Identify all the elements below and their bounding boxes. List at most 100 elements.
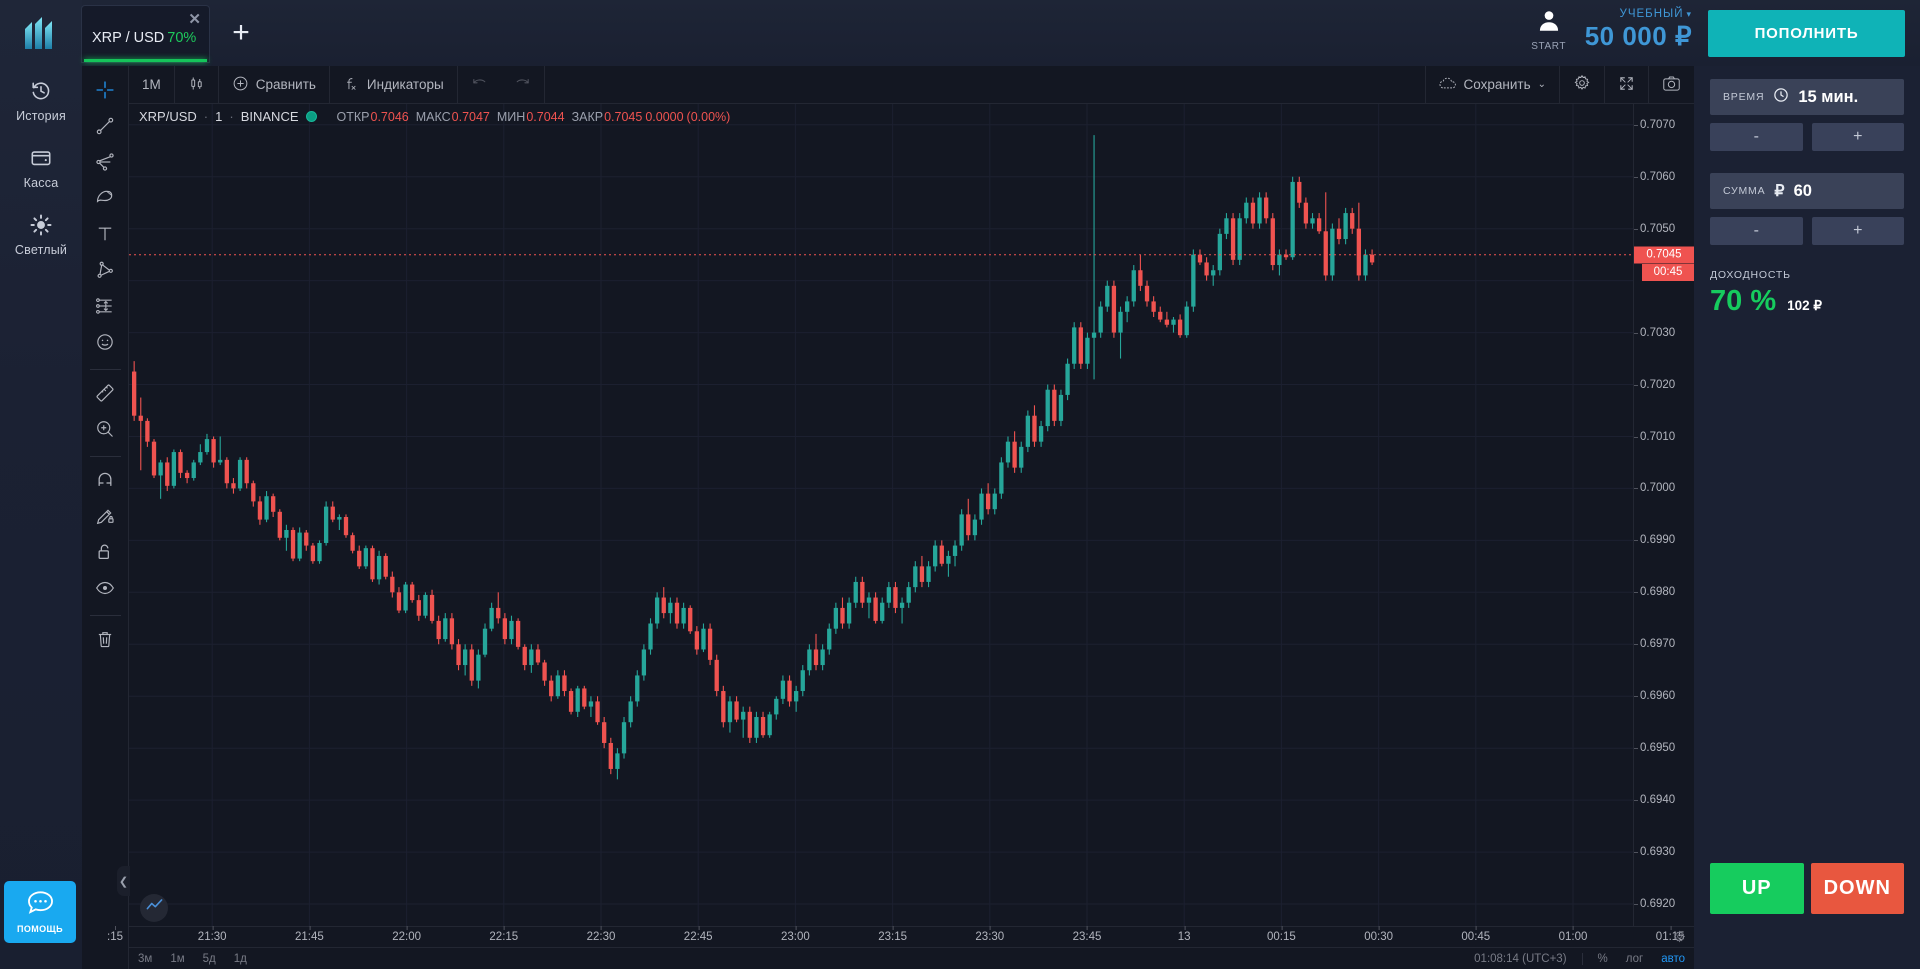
fullscreen-button[interactable] [1605, 66, 1648, 104]
legend-exchange: BINANCE [240, 109, 299, 124]
avatar[interactable]: START [1527, 8, 1571, 52]
expiry-time-increase[interactable]: + [1811, 123, 1904, 151]
interval-selector[interactable]: 1М [142, 77, 161, 92]
time-scale[interactable]: 01:15 01:00 00:45 00:30 00:15 13 23:45 23:30 23:… [107, 926, 1694, 948]
trendline-icon [95, 116, 115, 141]
price-tick: 0.7000 [1633, 482, 1676, 495]
scale-log-toggle[interactable]: лог [1625, 952, 1644, 965]
time-tick: :15 [107, 926, 123, 943]
expiry-time-field[interactable]: ВРЕМЯ 15 мин. [1710, 79, 1904, 115]
sidebar-item-label: Светлый [14, 243, 68, 257]
sidebar-item-theme[interactable]: Светлый [0, 200, 82, 267]
price-scale[interactable]: 0.7070 0.7060 0.7050 0.7030 0.7020 0.7010 0.70… [1633, 104, 1694, 930]
time-tick: 01:00 [1558, 926, 1588, 943]
legend-symbol: XRP/USD [139, 109, 197, 124]
tool-gann-fan[interactable] [82, 254, 129, 290]
payout-label: ДОХОДНОСТЬ [1710, 269, 1791, 281]
range-1m[interactable]: 1м [170, 952, 185, 965]
trade-panel: ВРЕМЯ 15 мин. - + СУММА ₽ 60 - + ДОХОДНО… [1694, 66, 1920, 969]
fullscreen-icon [1618, 75, 1635, 95]
help-label: ПОМОЩЬ [16, 924, 63, 934]
tool-magnet[interactable] [82, 464, 129, 500]
compare-label: Сравнить [255, 77, 316, 92]
tool-draw-mode[interactable] [82, 500, 129, 536]
tool-remove-all[interactable] [82, 623, 129, 659]
tool-text[interactable] [82, 218, 129, 254]
time-tick: 23:45 [1072, 926, 1102, 943]
add-asset-button[interactable]: + [232, 16, 250, 49]
history-icon [30, 80, 52, 102]
save-layout-button[interactable]: Сохранить ⌄ [1426, 66, 1559, 104]
deposit-button[interactable]: ПОПОЛНИТЬ [1708, 10, 1905, 57]
toolbar-divider [89, 456, 121, 457]
tool-long-position[interactable] [82, 290, 129, 326]
tool-trendline[interactable] [82, 110, 129, 146]
compare-button[interactable]: Сравнить [219, 66, 329, 104]
asset-tab-label: XRP / USD 70% [92, 30, 196, 46]
amount-decrease[interactable]: - [1710, 217, 1803, 245]
close-icon[interactable]: ✕ [188, 11, 201, 28]
range-3m[interactable]: 3м [138, 952, 153, 965]
price-tick: 0.6930 [1633, 846, 1676, 859]
chart-settings-button[interactable] [1560, 66, 1604, 104]
range-5d[interactable]: 5д [202, 952, 216, 965]
trade-down-button[interactable]: DOWN [1810, 863, 1904, 914]
tool-lock[interactable] [82, 536, 129, 572]
toolbar-divider [456, 65, 458, 104]
range-1d[interactable]: 1д [233, 952, 247, 965]
scale-auto-toggle[interactable]: авто [1661, 952, 1685, 965]
help-widget[interactable]: ПОМОЩЬ [4, 881, 76, 943]
app-logo[interactable] [0, 0, 82, 66]
price-tick: 0.7010 [1633, 430, 1676, 443]
amount-field[interactable]: СУММА ₽ 60 [1710, 173, 1904, 209]
amount-increase[interactable]: + [1811, 217, 1904, 245]
chart-toolbar: 1М Сравнить [129, 65, 1694, 104]
chart-area[interactable]: XRP/USD · 1 · BINANCE ОТКР0.7046 МАКС0.70… [117, 104, 1694, 930]
trade-up-button[interactable]: UP [1710, 863, 1804, 914]
chart-type-button[interactable] [140, 894, 168, 922]
tool-zoom-in[interactable] [82, 413, 129, 449]
undo-icon [471, 75, 488, 95]
balance-block: УЧЕБНЫЙ ▾ 50 000 ₽ [1585, 8, 1692, 52]
toolbar-divider [1604, 65, 1605, 104]
chart-legend: XRP/USD · 1 · BINANCE ОТКР0.7046 МАКС0.70… [139, 109, 737, 124]
payout-percent: 70 % [1710, 285, 1777, 317]
scale-percent-toggle[interactable]: % [1597, 952, 1608, 965]
tool-visibility[interactable] [82, 572, 129, 608]
redo-button[interactable] [501, 66, 544, 104]
time-tick: 23:00 [781, 926, 810, 943]
amount-value: 60 [1793, 181, 1812, 200]
time-scale-settings[interactable] [1673, 930, 1686, 948]
asset-tab-xrpusd[interactable]: ✕ XRP / USD 70% [82, 6, 209, 62]
wallet-icon [30, 147, 52, 169]
expiry-time-decrease[interactable]: - [1710, 123, 1803, 151]
top-tabbar: ✕ XRP / USD 70% + START УЧЕБНЫЙ ▾ [82, 0, 1920, 66]
price-tick: 0.6980 [1633, 586, 1676, 599]
tool-crosshair[interactable] [82, 74, 129, 110]
sidebar-item-history[interactable]: История [0, 66, 82, 133]
drawing-toolbar [82, 66, 129, 969]
sidebar-item-label: Касса [23, 176, 59, 190]
tool-brush[interactable] [82, 182, 129, 218]
toolbar-divider [328, 65, 330, 104]
time-tick: 13 [1177, 926, 1191, 943]
asset-symbol: XRP / USD [92, 30, 165, 46]
legend-low-label: МИН [496, 109, 526, 124]
undo-button[interactable] [458, 66, 501, 104]
sidebar-item-cashier[interactable]: Касса [0, 133, 82, 200]
clock-readout[interactable]: 01:08:14 (UTC+3) [1474, 952, 1567, 965]
snapshot-button[interactable] [1649, 66, 1694, 104]
time-tick: 22:45 [683, 926, 713, 943]
indicators-button[interactable]: Индикаторы [330, 66, 457, 104]
payout-amount: 102 ₽ [1787, 298, 1822, 313]
chart-style-button[interactable] [175, 66, 218, 104]
legend-change-pct: (0.00%) [686, 109, 731, 124]
time-tick: 23:30 [975, 926, 1005, 943]
candlestick-plot[interactable] [129, 104, 1633, 930]
balance-type-selector[interactable]: УЧЕБНЫЙ ▾ [1585, 8, 1692, 20]
collapse-panel-handle[interactable]: ❮ [117, 866, 130, 896]
price-tick: 0.7030 [1633, 326, 1676, 339]
tool-emoji[interactable] [82, 326, 129, 362]
tool-pitchfork[interactable] [82, 146, 129, 182]
tool-measure[interactable] [82, 377, 129, 413]
